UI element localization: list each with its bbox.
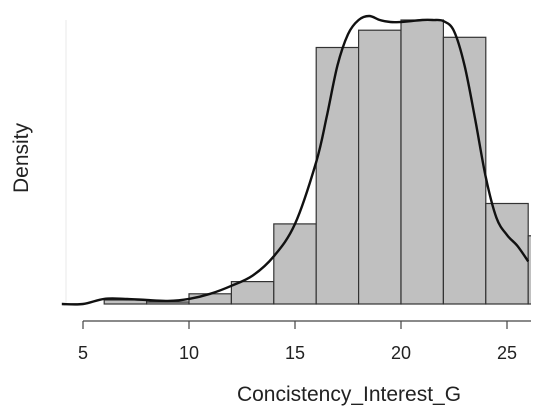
histogram-bar-8-10 [146,301,190,305]
histogram-bars [103,19,531,305]
x-tick-label-15: 15 [285,343,305,363]
histogram-bar-14-16 [273,223,317,305]
x-tick-label-10: 10 [179,343,199,363]
x-tick-label-25: 25 [497,343,517,363]
y-axis-title: Density [10,122,33,193]
histogram-bar-12-14 [230,281,275,305]
density-curve-line [61,14,530,306]
x-tick-label-5: 5 [78,343,88,363]
histogram-bar-24-26 [485,202,529,305]
histogram-bar-26-28 [527,235,531,305]
x-axis: 5 10 15 20 25 [78,320,531,363]
x-tick-label-20: 20 [391,343,411,363]
histogram-bar-20-22 [400,19,445,305]
histogram-bar-18-20 [358,29,402,305]
x-axis-title: Concistency_Interest_G [237,383,461,406]
histogram-bar-16-18 [315,46,360,305]
histogram-bar-22-24 [442,36,487,305]
